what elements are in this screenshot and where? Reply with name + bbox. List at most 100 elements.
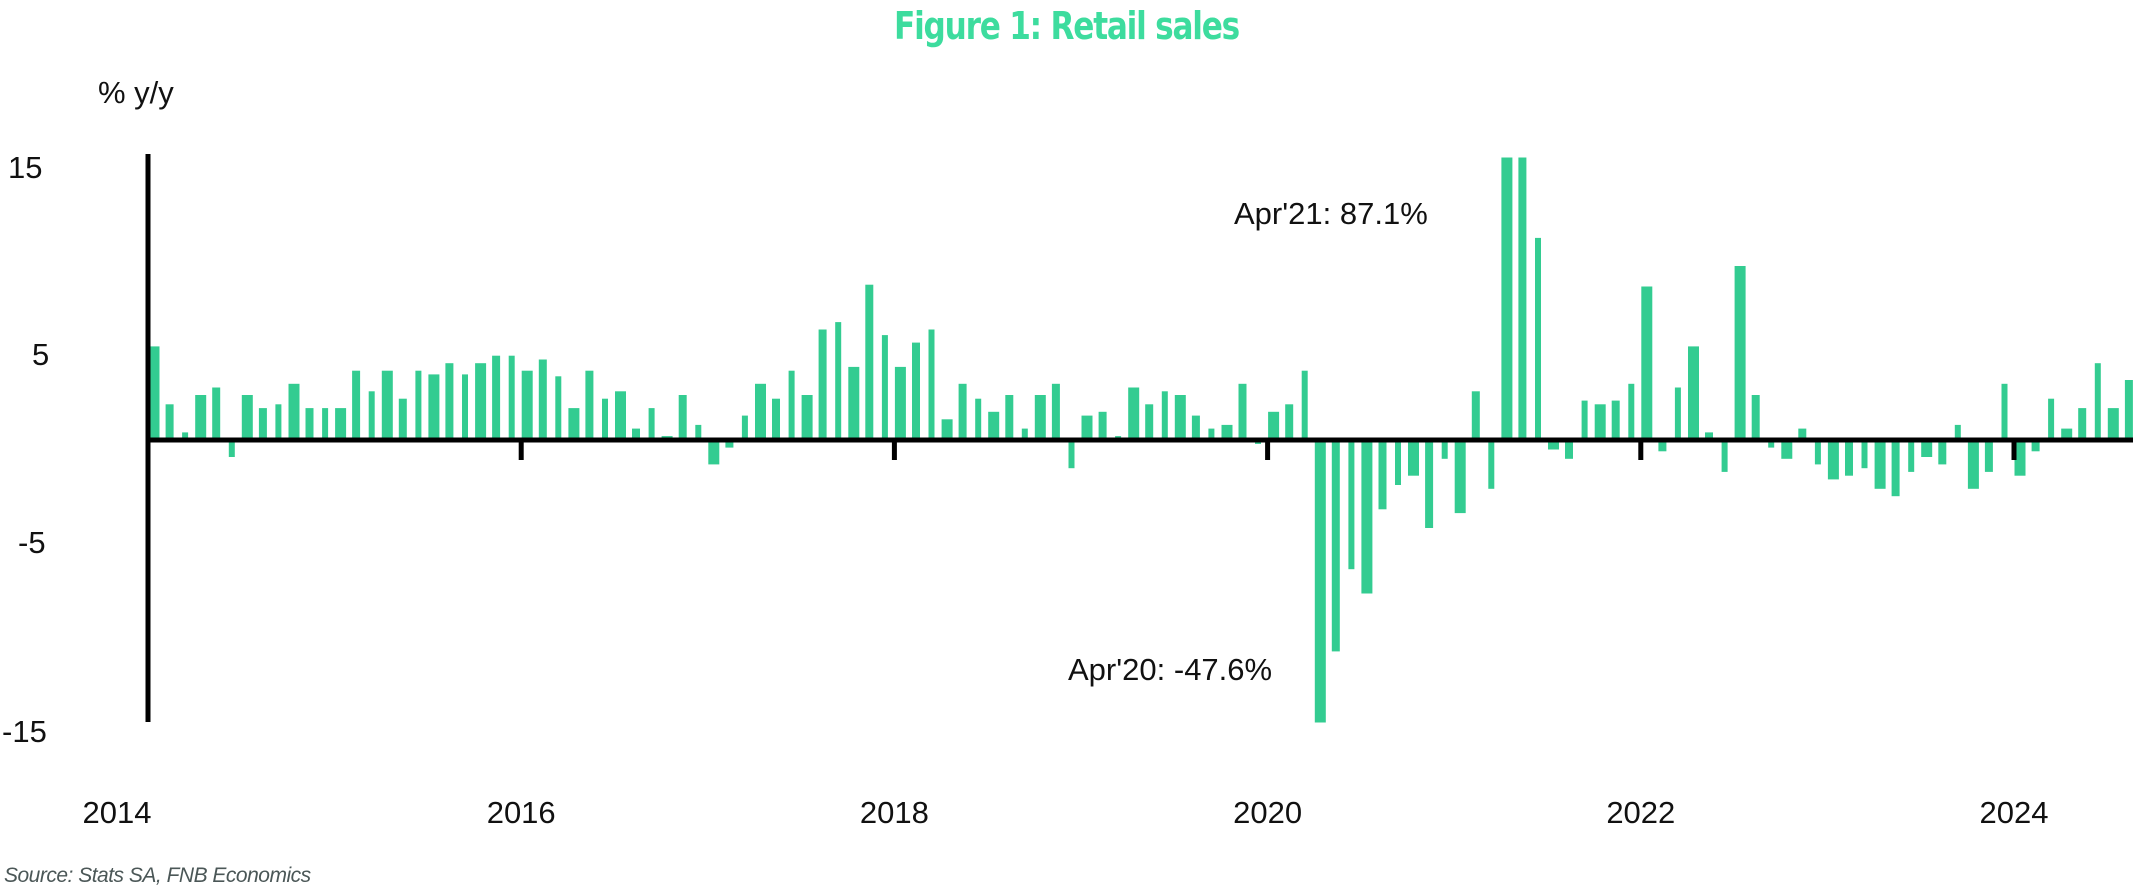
bar [1005,395,1014,438]
bar [1361,442,1373,594]
bar [1034,395,1046,438]
bar [741,415,748,438]
bar [1565,442,1573,459]
bar [1115,436,1122,438]
bar [1255,442,1261,444]
bar [1314,442,1326,723]
bar [1051,383,1060,438]
bar [1641,286,1653,438]
bar [1128,387,1140,438]
bar [1954,424,1961,438]
bar [1845,442,1853,476]
annotation-apr21: Apr'21: 87.1% [1234,196,1428,231]
bar [305,408,314,438]
bar [212,387,221,438]
bar [335,408,347,438]
bar [1268,411,1280,438]
bar [1891,442,1900,497]
bar [912,342,920,438]
bar [2014,442,2026,476]
bars-group [148,157,2133,723]
bar [1395,442,1401,485]
bar [415,370,422,438]
bar [1688,346,1699,438]
y-tick-label: -15 [2,714,47,749]
bar [462,374,468,438]
bar [1861,442,1868,469]
bar [228,442,235,457]
bar [508,355,515,438]
bar [1174,395,1186,438]
bar [1674,387,1681,438]
bar [848,366,860,438]
bar [2078,408,2087,438]
bar [602,398,608,438]
bar [195,395,207,438]
y-tick-label: 5 [32,337,50,372]
bar [381,370,393,438]
bar [678,395,687,438]
bar [1068,442,1075,469]
bar [1285,404,1294,438]
y-axis-label: % y/y [98,75,174,110]
bar [1331,442,1340,652]
bar [958,383,967,438]
bar [1191,415,1200,438]
bar [1628,383,1635,438]
bar [1768,442,1775,448]
chart-title: Figure 1: Retail sales [894,4,1240,48]
bar [975,398,982,438]
bar [1535,237,1541,438]
x-tick-label: 2018 [859,795,929,830]
bar [568,408,580,438]
bar [1518,157,1527,438]
bar [988,411,1000,438]
bar [835,322,842,438]
bar [648,408,655,438]
bar [585,370,594,438]
bar [445,363,454,438]
bar [475,363,487,438]
bar [755,383,766,438]
bar [1967,442,1979,489]
x-tick-label: 2022 [1606,795,1676,830]
bar [1378,442,1387,510]
bar [1814,442,1821,465]
bar [1145,404,1154,438]
bar [288,383,300,438]
bar [894,366,906,438]
source-note: Source: Stats SA, FNB Economics [4,864,311,887]
y-tick-label: 15 [8,150,43,185]
bar [1301,370,1308,438]
bar [1098,411,1107,438]
bar [1425,442,1434,528]
x-tick-label: 2024 [1979,795,2049,830]
bar [1238,383,1247,438]
bar [2124,380,2133,438]
bar [1501,157,1513,438]
bar [1081,415,1093,438]
x-ticks-group [518,440,2017,460]
bar [368,391,375,439]
bar [538,359,547,438]
bar [1827,442,1839,480]
x-tick-label: 2014 [82,795,152,830]
bar [2094,363,2101,438]
bar [398,398,407,438]
bar [2061,428,2073,438]
bar [555,376,562,438]
bar [1208,428,1215,438]
bar [521,370,533,438]
bar [322,408,329,438]
x-tick-label: 2020 [1233,795,1303,830]
bar [661,436,673,438]
bar [165,404,174,438]
bar [1751,395,1760,438]
bar [1548,442,1559,450]
bar [881,335,888,438]
bar [1221,424,1233,438]
bar [492,355,501,438]
bar [1021,428,1028,438]
bar [352,370,361,438]
